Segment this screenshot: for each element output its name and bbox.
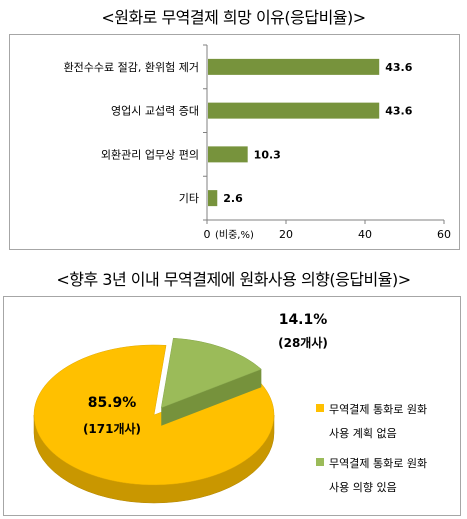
pie-count-label: (171개사) <box>83 421 141 436</box>
legend-label: 무역결제 통화로 원화 <box>329 457 427 470</box>
pie-pct-label: 85.9% <box>88 395 137 411</box>
pie-slice-side <box>161 369 262 426</box>
bar <box>208 102 380 119</box>
pie-chart: 85.9%(171개사)14.1%(28개사)무역결제 통화로 원화사용 계획 … <box>33 312 427 504</box>
data-label: 43.6 <box>385 61 412 74</box>
category-label: 환전수수료 절감, 환위험 제거 <box>64 61 199 74</box>
data-label: 2.6 <box>223 192 243 205</box>
legend-label: 사용 의향 있음 <box>329 481 397 494</box>
category-label: 기타 <box>179 192 199 205</box>
legend-swatch <box>316 458 324 466</box>
x-tick-label: 0 <box>204 228 211 241</box>
legend-label: 사용 계획 없음 <box>329 427 397 440</box>
data-label: 10.3 <box>254 148 281 161</box>
x-axis-label: (비중,%) <box>215 229 254 241</box>
category-label: 영업시 교섭력 증대 <box>111 105 199 118</box>
legend-label: 무역결제 통화로 원화 <box>329 403 427 416</box>
pie-chart-panel: 85.9% (171개사) 14.1% (28개사) 무역결제 통화로 원화 사용 계획 … <box>3 296 461 516</box>
x-tick-label: 20 <box>279 228 293 241</box>
bar <box>208 146 248 163</box>
pie-slice <box>160 337 262 409</box>
x-tick-label: 60 <box>437 228 451 241</box>
pie-pct-label: 14.1% <box>279 312 328 328</box>
bar <box>208 58 380 75</box>
bar-chart: 환전수수료 절감, 환위험 제거 43.6 영업시 교섭력 증대 43.6 외환관리 업… <box>64 44 451 241</box>
pie-slice <box>33 344 275 486</box>
pie-count-label: (28개사) <box>278 335 328 350</box>
x-tick-label: 40 <box>358 228 372 241</box>
bar-chart-title: <원화로 무역결제 희망 이유(응답비율)> <box>101 8 366 27</box>
category-label: 외환관리 업무상 편의 <box>101 148 199 161</box>
bar <box>208 190 218 207</box>
legend-swatch <box>316 404 324 412</box>
bar-chart-panel: 환전수수료 절감, 환위험 제거 43.6 영업시 교섭력 증대 43.6 외환관리 업… <box>9 34 460 250</box>
data-label: 43.6 <box>385 105 412 118</box>
pie-chart-title: <향후 3년 이내 무역결제에 원화사용 의향(응답비율)> <box>56 270 411 289</box>
